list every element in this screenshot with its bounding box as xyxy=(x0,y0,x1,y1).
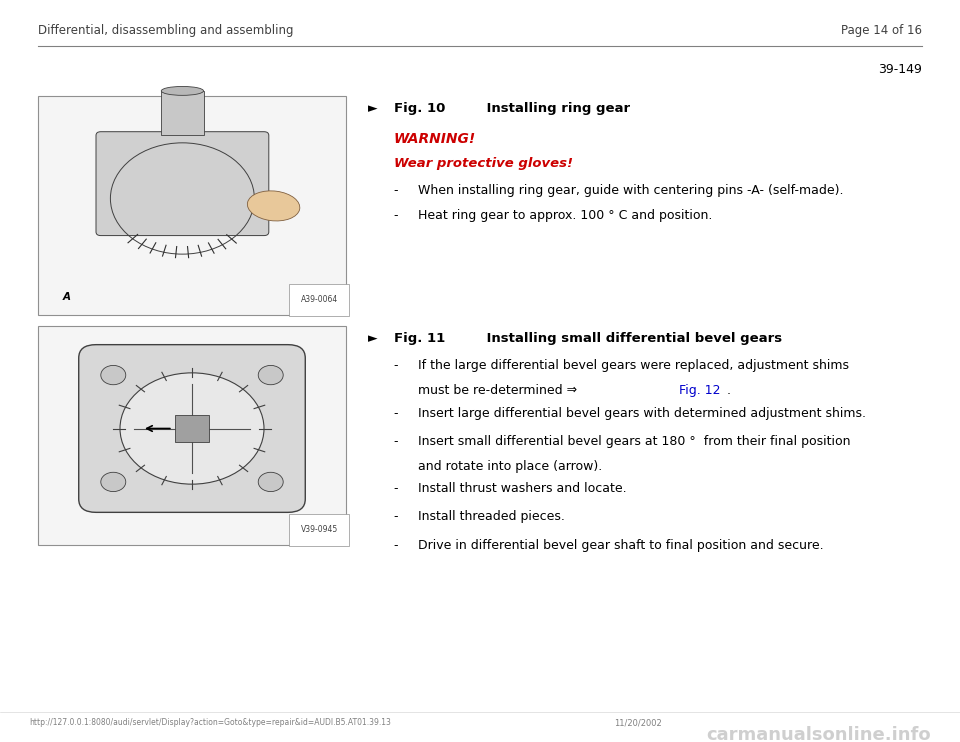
Text: -: - xyxy=(394,209,398,223)
Circle shape xyxy=(101,365,126,384)
Bar xyxy=(161,91,204,136)
Text: Drive in differential bevel gear shaft to final position and secure.: Drive in differential bevel gear shaft t… xyxy=(418,539,824,552)
Text: -: - xyxy=(394,539,398,552)
Text: If the large differential bevel gears were replaced, adjustment shims: If the large differential bevel gears we… xyxy=(418,359,849,372)
Text: Install threaded pieces.: Install threaded pieces. xyxy=(418,510,564,524)
Text: Wear protective gloves!: Wear protective gloves! xyxy=(394,157,572,171)
Text: ►: ► xyxy=(368,102,377,116)
Text: 11/20/2002: 11/20/2002 xyxy=(614,718,662,727)
Bar xyxy=(38,96,346,315)
Text: Installing small differential bevel gears: Installing small differential bevel gear… xyxy=(468,332,781,346)
Bar xyxy=(38,326,346,545)
Text: When installing ring gear, guide with centering pins -A- (self-made).: When installing ring gear, guide with ce… xyxy=(418,184,843,197)
Text: and rotate into place (arrow).: and rotate into place (arrow). xyxy=(418,460,602,473)
Text: Differential, disassembling and assembling: Differential, disassembling and assembli… xyxy=(38,24,294,37)
Text: -: - xyxy=(394,435,398,448)
Text: -: - xyxy=(394,510,398,524)
Text: .: . xyxy=(723,384,731,398)
Text: must be re-determined ⇒: must be re-determined ⇒ xyxy=(418,384,581,398)
Text: Fig. 11: Fig. 11 xyxy=(394,332,444,346)
Text: carmanualsonline.info: carmanualsonline.info xyxy=(707,726,931,742)
Text: Install thrust washers and locate.: Install thrust washers and locate. xyxy=(418,482,626,496)
Text: Installing ring gear: Installing ring gear xyxy=(468,102,630,116)
Text: A: A xyxy=(62,292,70,302)
Text: -: - xyxy=(394,482,398,496)
Text: -: - xyxy=(394,407,398,420)
Text: -: - xyxy=(394,359,398,372)
Text: A39-0064: A39-0064 xyxy=(300,295,338,304)
Text: Heat ring gear to approx. 100 ° C and position.: Heat ring gear to approx. 100 ° C and po… xyxy=(418,209,712,223)
Text: V39-0945: V39-0945 xyxy=(300,525,338,534)
Text: 39-149: 39-149 xyxy=(877,63,922,76)
Circle shape xyxy=(258,473,283,491)
Text: ►: ► xyxy=(368,332,377,346)
Text: Page 14 of 16: Page 14 of 16 xyxy=(841,24,922,37)
Ellipse shape xyxy=(161,87,204,96)
Circle shape xyxy=(120,372,264,484)
Ellipse shape xyxy=(248,191,300,221)
Text: Insert small differential bevel gears at 180 °  from their final position: Insert small differential bevel gears at… xyxy=(418,435,851,448)
Text: Fig. 12: Fig. 12 xyxy=(679,384,720,398)
Text: Insert large differential bevel gears with determined adjustment shims.: Insert large differential bevel gears wi… xyxy=(418,407,866,420)
Circle shape xyxy=(258,365,283,384)
FancyBboxPatch shape xyxy=(79,344,305,512)
Text: http://127.0.0.1:8080/audi/servlet/Display?action=Goto&type=repair&id=AUDI.B5.AT: http://127.0.0.1:8080/audi/servlet/Displ… xyxy=(29,718,391,727)
FancyBboxPatch shape xyxy=(96,132,269,236)
Text: Fig. 10: Fig. 10 xyxy=(394,102,445,116)
Circle shape xyxy=(101,473,126,491)
Text: WARNING!: WARNING! xyxy=(394,132,476,146)
Bar xyxy=(175,416,209,442)
Text: -: - xyxy=(394,184,398,197)
